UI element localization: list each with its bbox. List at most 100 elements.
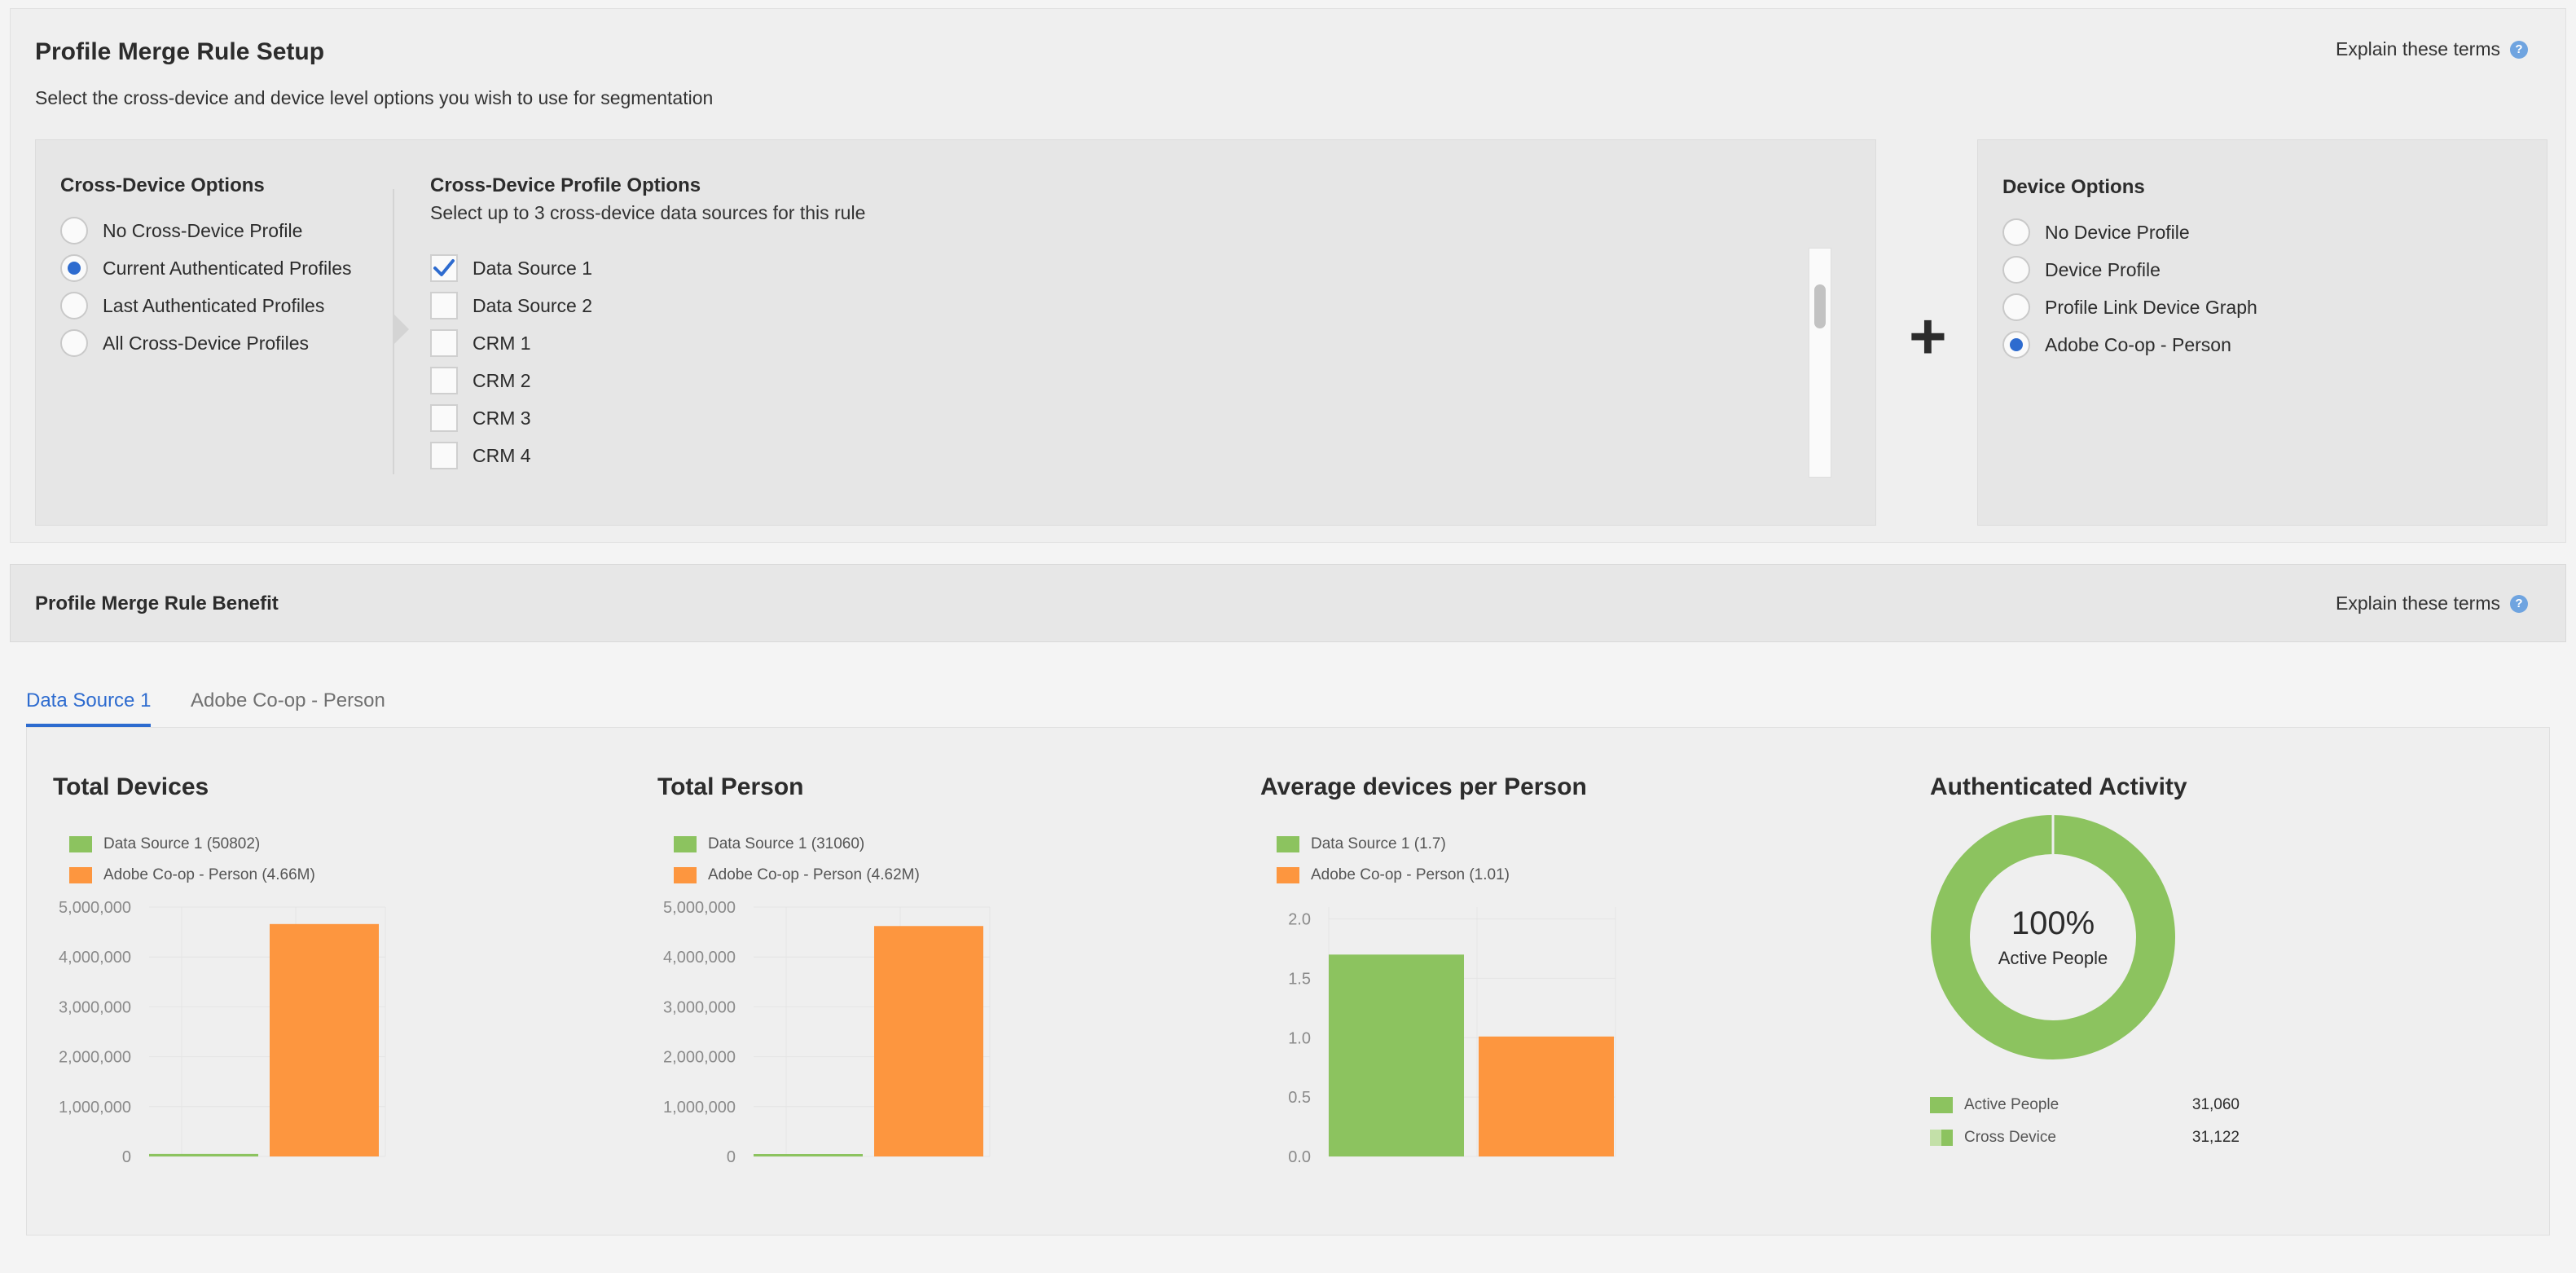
explain-terms-link[interactable]: Explain these terms ? bbox=[2336, 38, 2528, 60]
legend-label: Adobe Co-op - Person (4.62M) bbox=[708, 866, 920, 883]
radio-last-authenticated-profiles[interactable]: Last Authenticated Profiles bbox=[60, 292, 324, 319]
bar-adobe-coop-person[interactable] bbox=[270, 923, 379, 1156]
radio-no-cross-device-profile[interactable]: No Cross-Device Profile bbox=[60, 217, 302, 244]
checkbox-data-source-2[interactable]: Data Source 2 bbox=[430, 292, 592, 319]
checkbox[interactable] bbox=[430, 292, 458, 319]
legend-swatch-green bbox=[69, 836, 92, 852]
legend-swatch-green bbox=[674, 836, 697, 852]
checkmark-icon bbox=[433, 259, 455, 276]
bar-data-source-1[interactable] bbox=[1329, 954, 1464, 1156]
scrollbar-thumb[interactable] bbox=[1814, 284, 1826, 328]
divider-arrow-icon bbox=[394, 315, 409, 344]
legend-label: Data Source 1 (1.7) bbox=[1311, 835, 1446, 852]
radio-button[interactable] bbox=[2002, 256, 2030, 284]
checkbox[interactable] bbox=[430, 442, 458, 469]
radio-button-selected[interactable] bbox=[60, 254, 88, 282]
radio-label: Profile Link Device Graph bbox=[2045, 296, 2257, 318]
benefit-explain-terms-link[interactable]: Explain these terms ? bbox=[2336, 592, 2528, 614]
checkbox-data-source-1[interactable]: Data Source 1 bbox=[430, 254, 592, 282]
profile-options-scrollbar[interactable] bbox=[1809, 248, 1831, 478]
y-tick-label: 0.5 bbox=[1288, 1089, 1311, 1107]
y-tick-label: 3,000,000 bbox=[663, 998, 736, 1016]
radio-button[interactable] bbox=[2002, 293, 2030, 321]
radio-no-device-profile[interactable]: No Device Profile bbox=[2002, 218, 2190, 246]
bar-adobe-coop-person[interactable] bbox=[874, 926, 983, 1156]
explain-terms-label[interactable]: Explain these terms bbox=[2336, 592, 2500, 614]
donut-center-label: Active People bbox=[1998, 948, 2108, 968]
y-tick-label: 4,000,000 bbox=[59, 949, 131, 967]
bar-adobe-coop-person[interactable] bbox=[1479, 1036, 1614, 1156]
checkbox-checked[interactable] bbox=[430, 254, 458, 282]
radio-device-profile[interactable]: Device Profile bbox=[2002, 256, 2161, 284]
checkbox-label: Data Source 1 bbox=[473, 257, 593, 279]
y-tick-label: 1.5 bbox=[1288, 970, 1311, 988]
legend-item-data-source-1: Data Source 1 (1.7) bbox=[1277, 835, 1446, 853]
y-tick-label: 0.0 bbox=[1288, 1148, 1311, 1166]
legend-item-adobe-coop: Adobe Co-op - Person (1.01) bbox=[1277, 866, 1510, 884]
checkbox-crm-3[interactable]: CRM 3 bbox=[430, 404, 531, 432]
legend-label: Data Source 1 (50802) bbox=[103, 835, 261, 852]
radio-button[interactable] bbox=[60, 292, 88, 319]
radio-all-cross-device-profiles[interactable]: All Cross-Device Profiles bbox=[60, 329, 309, 357]
radio-button[interactable] bbox=[60, 217, 88, 244]
legend-label: Adobe Co-op - Person (4.66M) bbox=[103, 866, 315, 883]
legend-item-adobe-coop: Adobe Co-op - Person (4.62M) bbox=[674, 866, 920, 884]
y-tick-label: 5,000,000 bbox=[663, 899, 736, 917]
legend-item-adobe-coop: Adobe Co-op - Person (4.66M) bbox=[69, 866, 315, 884]
checkbox-label: Data Source 2 bbox=[473, 294, 593, 316]
checkbox-label: CRM 2 bbox=[473, 369, 531, 391]
y-tick-label: 0 bbox=[122, 1148, 131, 1166]
cross-device-options-heading: Cross-Device Options bbox=[60, 174, 265, 196]
total-person-bar-chart: 0 1,000,000 2,000,000 3,000,000 4,000,000 5,0… bbox=[663, 899, 991, 1166]
y-tick-label: 3,000,000 bbox=[59, 998, 131, 1016]
checkbox-label: CRM 4 bbox=[473, 444, 531, 466]
tab-adobe-coop-person[interactable]: Adobe Co-op - Person bbox=[191, 689, 385, 711]
legend-label: Active People bbox=[1964, 1096, 2059, 1113]
legend-swatch-orange bbox=[69, 867, 92, 883]
tab-data-source-1[interactable]: Data Source 1 bbox=[26, 689, 152, 727]
checkbox[interactable] bbox=[430, 367, 458, 394]
legend-label: Adobe Co-op - Person (1.01) bbox=[1311, 866, 1510, 883]
radio-button[interactable] bbox=[60, 329, 88, 357]
checkbox-crm-4[interactable]: CRM 4 bbox=[430, 442, 531, 469]
checkbox-crm-2[interactable]: CRM 2 bbox=[430, 367, 531, 394]
donut-center-value: 100% bbox=[2011, 905, 2095, 941]
bar-data-source-1[interactable] bbox=[149, 1153, 258, 1156]
y-tick-label: 1.0 bbox=[1288, 1029, 1311, 1047]
bar-data-source-1[interactable] bbox=[754, 1154, 863, 1156]
radio-label: All Cross-Device Profiles bbox=[103, 332, 310, 354]
explain-terms-label[interactable]: Explain these terms bbox=[2336, 38, 2500, 59]
legend-item-cross-device: Cross Device 31,122 bbox=[1930, 1129, 2240, 1147]
radio-button-selected[interactable] bbox=[2002, 331, 2030, 359]
checkbox-crm-1[interactable]: CRM 1 bbox=[430, 329, 531, 357]
checkbox[interactable] bbox=[430, 329, 458, 357]
device-options-heading: Device Options bbox=[2002, 176, 2145, 198]
checkbox[interactable] bbox=[430, 404, 458, 432]
help-icon[interactable]: ? bbox=[2509, 594, 2528, 613]
profile-merge-rule-setup-panel: Profile Merge Rule Setup Select the cros… bbox=[10, 8, 2566, 543]
y-tick-label: 2.0 bbox=[1288, 911, 1311, 929]
average-devices-bar-chart: 0.0 0.5 1.0 1.5 2.0 bbox=[1288, 907, 1616, 1166]
legend-value: 31,122 bbox=[2191, 1129, 2240, 1146]
radio-label: No Device Profile bbox=[2045, 221, 2190, 243]
legend-item-active-people: Active People 31,060 bbox=[1930, 1096, 2240, 1114]
benefit-title: Profile Merge Rule Benefit bbox=[35, 592, 279, 614]
y-tick-label: 1,000,000 bbox=[663, 1099, 736, 1117]
radio-current-authenticated-profiles[interactable]: Current Authenticated Profiles bbox=[60, 254, 352, 282]
cross-device-box: Cross-Device Options No Cross-Device Pro… bbox=[35, 139, 1876, 526]
radio-profile-link-device-graph[interactable]: Profile Link Device Graph bbox=[2002, 293, 2257, 321]
y-tick-label: 5,000,000 bbox=[59, 899, 131, 917]
radio-label: Current Authenticated Profiles bbox=[103, 257, 352, 279]
chart-title-total-person: Total Person bbox=[657, 773, 804, 800]
legend-swatch-orange bbox=[674, 867, 697, 883]
legend-swatch-green bbox=[1277, 836, 1299, 852]
cross-device-profile-options-heading: Cross-Device Profile Options bbox=[430, 174, 701, 196]
radio-button[interactable] bbox=[2002, 218, 2030, 246]
help-icon[interactable]: ? bbox=[2509, 40, 2528, 59]
radio-adobe-coop-person[interactable]: Adobe Co-op - Person bbox=[2002, 331, 2231, 359]
profile-merge-rule-benefit-header: Profile Merge Rule Benefit Explain these… bbox=[10, 564, 2566, 642]
chart-title-total-devices: Total Devices bbox=[53, 773, 209, 800]
legend-item-data-source-1: Data Source 1 (31060) bbox=[674, 835, 864, 853]
options-divider bbox=[393, 189, 394, 474]
y-tick-label: 4,000,000 bbox=[663, 949, 736, 967]
